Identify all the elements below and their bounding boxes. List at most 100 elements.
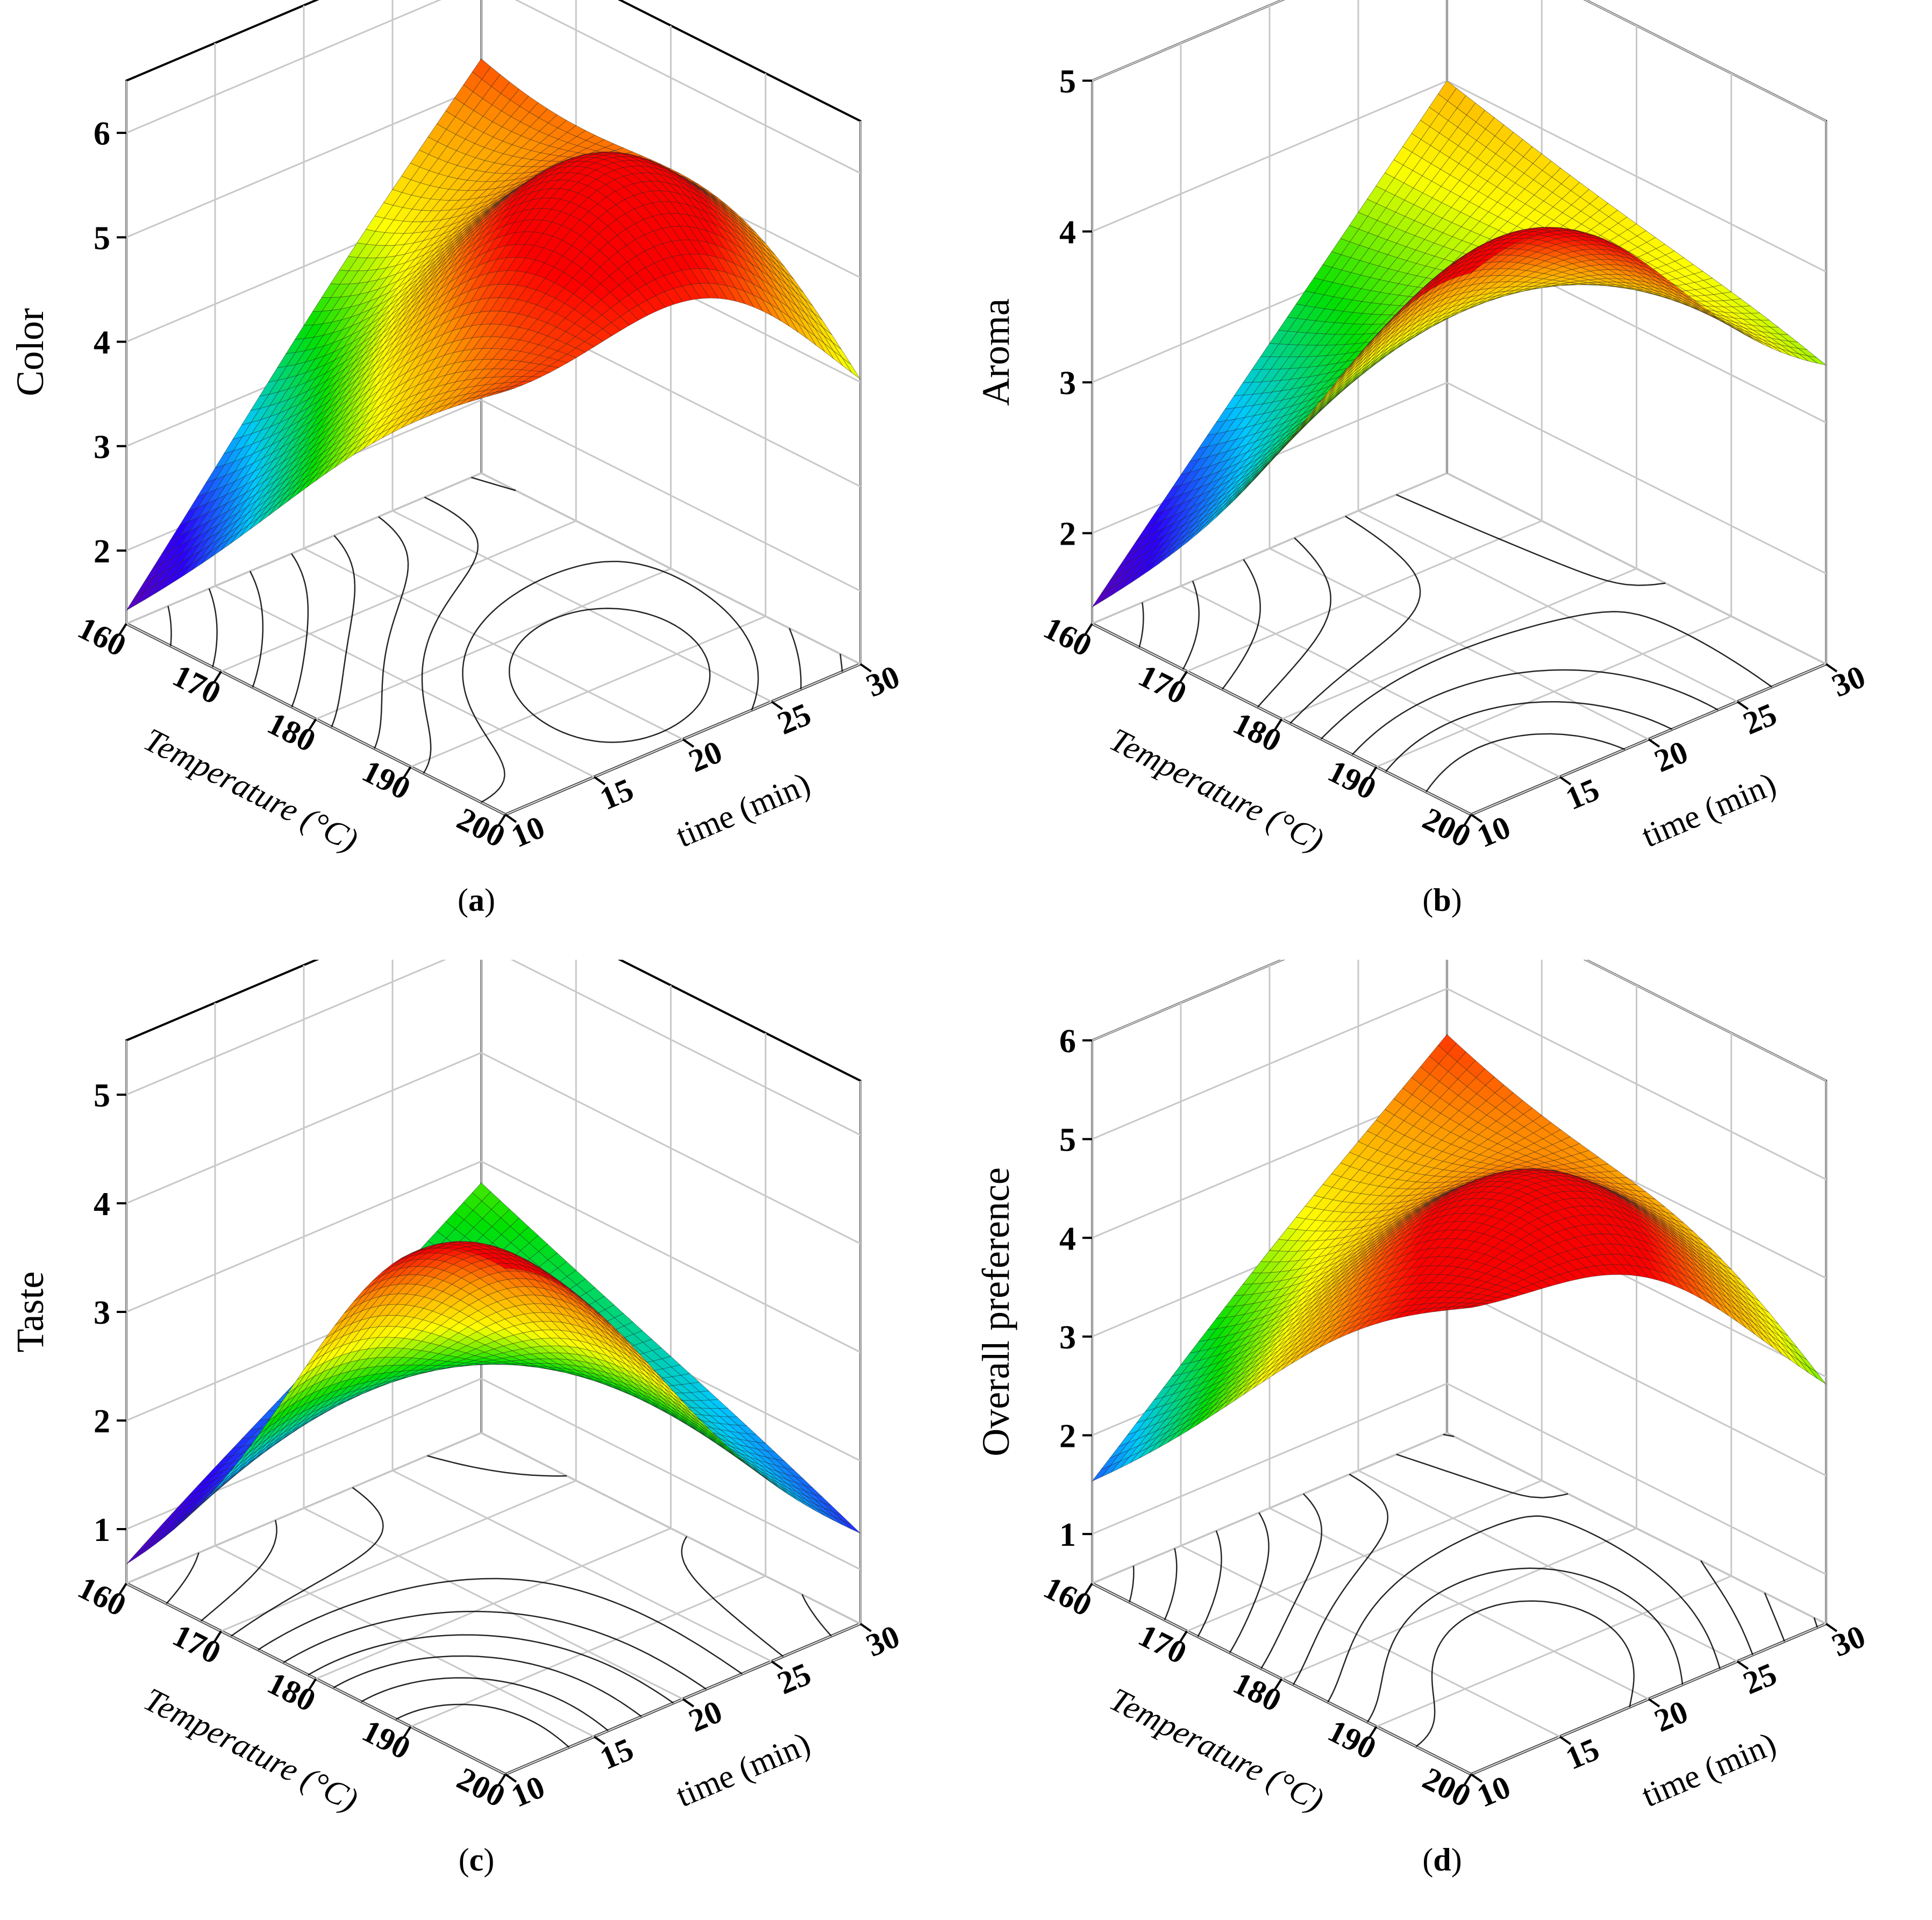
- axes-frame-c: [125, 960, 861, 1776]
- contour-level-c-5: [283, 1610, 707, 1690]
- z-tick-label: 6: [94, 116, 110, 152]
- y-axis-title-c: time (min): [671, 1725, 816, 1814]
- x-tick-mark: [402, 766, 412, 780]
- x-tick-label: 180: [262, 705, 321, 759]
- y-tick-mark: [504, 813, 517, 823]
- x-tick-label: 170: [1133, 658, 1192, 711]
- x-axis-title-a: Temperature (°C): [138, 721, 363, 859]
- panel-a: 2 3 4 5 6 Color 160 170 180 190 200 Temperature (°C…: [0, 0, 966, 960]
- contour-level-a-8: [462, 476, 759, 803]
- y-tick-label: 30: [861, 659, 904, 704]
- caption-letter-c: c: [469, 1842, 484, 1878]
- contour-level-d-2: [1164, 1548, 1178, 1621]
- x-tick-label: 190: [357, 753, 416, 806]
- contour-level-b-1: [1138, 602, 1144, 648]
- contour-lines-c: [166, 1455, 832, 1748]
- y-tick-mark: [859, 663, 872, 673]
- surface-cell: [496, 388, 515, 395]
- x-tick-label: 200: [1417, 801, 1477, 854]
- z-tick-label: 2: [94, 1403, 110, 1440]
- contour-level-a-7: [421, 496, 802, 774]
- y-axis-title-a: time (min): [671, 766, 816, 854]
- y-tick-mark: [1736, 701, 1749, 710]
- x-tick-mark: [307, 718, 317, 732]
- z-tick-label: 2: [94, 533, 110, 570]
- y-tick-mark: [1648, 738, 1660, 748]
- z-tick-label: 1: [94, 1512, 110, 1548]
- contour-level-c-4: [258, 1455, 743, 1675]
- y-tick-mark: [593, 776, 606, 786]
- caption-letter-a: a: [468, 882, 484, 918]
- y-tick-label: 10: [506, 809, 550, 854]
- contour-level-d-1: [1129, 1566, 1135, 1603]
- z-axis-title-b: Aroma: [974, 298, 1017, 406]
- contour-lines-b: [1138, 472, 1773, 793]
- x-tick-label: 170: [167, 1617, 226, 1671]
- contour-level-a-5: [331, 535, 356, 727]
- contour-level-b-8: [1385, 701, 1673, 772]
- x-tick-label: 200: [452, 1760, 511, 1814]
- y-tick-mark: [682, 1698, 695, 1708]
- z-tick-label: 3: [94, 429, 110, 466]
- x-tick-mark: [118, 1582, 127, 1596]
- y-tick-label: 15: [595, 1731, 638, 1776]
- y-tick-label: 15: [1560, 772, 1604, 817]
- x-tick-mark: [212, 670, 222, 684]
- z-tick-label: 2: [1059, 516, 1076, 553]
- surface-d: [1092, 1034, 1827, 1482]
- contour-lines-d: [1129, 1433, 1818, 1747]
- y-tick-label: 20: [683, 734, 727, 779]
- contour-level-c-9: [395, 1703, 570, 1748]
- contour-level-c-6: [308, 1634, 674, 1704]
- x-tick-label: 170: [167, 658, 226, 711]
- x-tick-mark: [307, 1678, 317, 1691]
- x-axis-title-c: Temperature (°C): [138, 1681, 363, 1818]
- contour-level-d-7: [1327, 1453, 1721, 1703]
- x-tick-mark: [497, 813, 507, 827]
- caption-c: (c): [458, 1842, 495, 1878]
- surface-cell: [842, 1520, 861, 1534]
- contour-level-b-5: [1289, 516, 1421, 724]
- x-tick-mark: [1463, 813, 1472, 827]
- x-tick-label: 160: [73, 610, 132, 663]
- contour-level-c-8: [361, 1677, 609, 1731]
- contour-level-c-1: [166, 1552, 199, 1604]
- x-tick-label: 190: [357, 1712, 416, 1766]
- x-tick-mark: [212, 1630, 222, 1644]
- caption-b: (b): [1422, 882, 1462, 918]
- y-tick-mark: [1825, 663, 1838, 673]
- x-tick-mark: [1178, 670, 1188, 684]
- contour-level-a-6: [374, 516, 843, 749]
- z-tick-label: 4: [94, 325, 110, 361]
- contour-level-b-4: [1257, 537, 1332, 708]
- contour-level-d-8: [1367, 1433, 1684, 1723]
- contour-level-d-5: [1260, 1493, 1785, 1669]
- z-tick-label: 5: [1059, 63, 1076, 100]
- y-tick-label: 25: [772, 1656, 816, 1701]
- z-tick-label: 5: [94, 220, 110, 256]
- z-tick-label: 3: [1059, 365, 1076, 402]
- x-axis-title-b: Temperature (°C): [1104, 721, 1329, 859]
- y-tick-label: 10: [506, 1769, 550, 1814]
- x-tick-mark: [118, 623, 127, 637]
- contour-level-c-7: [333, 1655, 642, 1717]
- z-tick-label: 4: [1059, 215, 1076, 251]
- y-tick-mark: [682, 738, 695, 748]
- contour-level-a-3: [249, 570, 264, 688]
- y-tick-label: 25: [1738, 696, 1781, 741]
- grid-c: [125, 960, 861, 1775]
- panel-b: 2 3 4 5 Aroma 160 170 180 190 200 Temperature (°C)…: [966, 0, 1931, 960]
- x-tick-label: 180: [1228, 705, 1287, 759]
- x-tick-label: 160: [73, 1569, 132, 1623]
- surface-cell: [126, 1548, 145, 1565]
- x-tick-label: 200: [452, 801, 511, 854]
- y-tick-mark: [1559, 776, 1572, 786]
- surface-b: [1092, 80, 1827, 608]
- contour-level-b-7: [1351, 472, 1719, 755]
- z-tick-label: 5: [94, 1077, 110, 1114]
